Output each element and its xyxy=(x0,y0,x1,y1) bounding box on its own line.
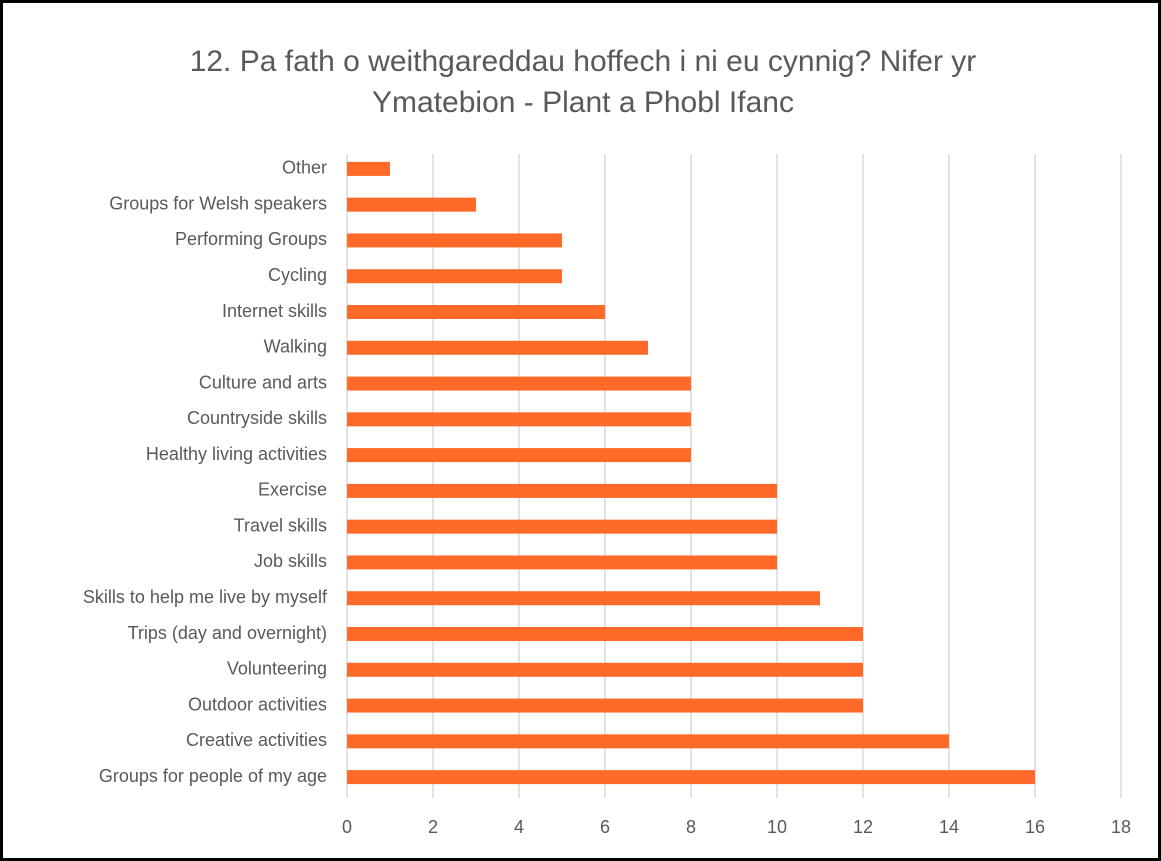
y-tick-label: Other xyxy=(282,158,327,178)
y-tick-label: Travel skills xyxy=(234,515,327,535)
bar xyxy=(347,483,777,498)
bar xyxy=(347,591,820,606)
x-tick-label: 12 xyxy=(853,817,873,837)
bar xyxy=(347,197,476,212)
y-tick-label: Healthy living activities xyxy=(146,444,327,464)
y-tick-label: Countryside skills xyxy=(187,408,327,428)
y-tick-label: Outdoor activities xyxy=(188,694,327,714)
bar xyxy=(347,269,562,284)
x-tick-label: 14 xyxy=(939,817,959,837)
y-tick-label: Job skills xyxy=(254,551,327,571)
bar xyxy=(347,340,648,355)
bar xyxy=(347,555,777,570)
chart-title: 12. Pa fath o weithgareddau hoffech i ni… xyxy=(189,45,977,119)
y-tick-label: Groups for Welsh speakers xyxy=(109,193,327,213)
x-tick-label: 0 xyxy=(342,817,352,837)
bar xyxy=(347,734,949,749)
x-tick-label: 6 xyxy=(600,817,610,837)
y-tick-label: Volunteering xyxy=(227,659,327,679)
x-tick-label: 18 xyxy=(1111,817,1131,837)
bar xyxy=(347,770,1035,785)
bar xyxy=(347,305,605,319)
x-tick-label: 16 xyxy=(1025,817,1045,837)
x-tick-label: 2 xyxy=(428,817,438,837)
y-tick-label: Walking xyxy=(264,337,327,357)
x-tick-label: 8 xyxy=(686,817,696,837)
bar xyxy=(347,662,863,677)
chart: 0 2 4 6 8 10 12 14 16 18 Other Groups for Welsh spe… xyxy=(83,154,1131,837)
bar xyxy=(347,412,691,427)
y-tick-label: Internet skills xyxy=(222,301,327,321)
x-tick-label: 4 xyxy=(514,817,524,837)
bar xyxy=(347,376,691,391)
x-tick-label: 10 xyxy=(767,817,787,837)
bar xyxy=(347,233,562,248)
y-tick-label: Creative activities xyxy=(186,730,327,750)
y-tick-label: Cycling xyxy=(268,265,327,285)
bar xyxy=(347,161,390,176)
bar xyxy=(347,698,863,713)
y-tick-label: Skills to help me live by myself xyxy=(83,587,328,607)
y-tick-label: Trips (day and overnight) xyxy=(128,623,327,643)
y-tick-label: Culture and arts xyxy=(199,372,327,392)
bar xyxy=(347,519,777,534)
y-tick-label: Groups for people of my age xyxy=(99,766,327,786)
bar xyxy=(347,448,691,463)
y-tick-label: Exercise xyxy=(258,480,327,500)
bar xyxy=(347,627,863,641)
y-tick-label: Performing Groups xyxy=(175,229,327,249)
